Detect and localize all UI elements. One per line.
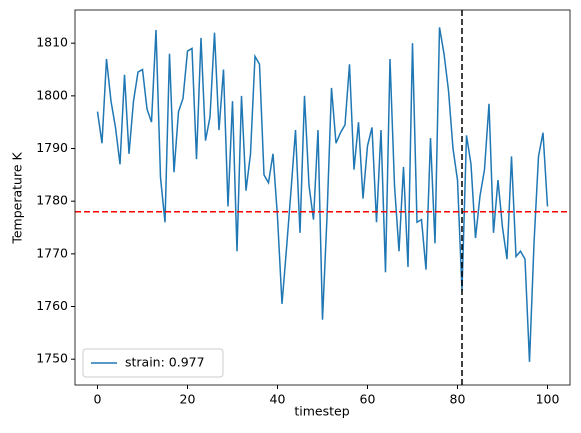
- y-tick-label: 1780: [36, 193, 68, 208]
- x-tick-label: 100: [536, 392, 560, 407]
- x-tick-label: 20: [180, 392, 196, 407]
- y-axis-label: Temperature K: [10, 152, 25, 245]
- y-tick-label: 1750: [36, 351, 68, 366]
- x-tick-label: 40: [270, 392, 286, 407]
- legend-label: strain: 0.977: [125, 355, 205, 370]
- x-tick-label: 0: [94, 392, 102, 407]
- y-tick-label: 1770: [36, 245, 68, 260]
- series-line: [96, 27, 549, 362]
- legend-box: [82, 348, 224, 378]
- x-axis-label: timestep: [294, 404, 349, 419]
- y-tick-label: 1760: [36, 298, 68, 313]
- x-tick-label: 80: [450, 392, 466, 407]
- y-tick-label: 1790: [36, 140, 68, 155]
- plot-frame: [74, 9, 571, 386]
- x-tick-label: 60: [360, 392, 376, 407]
- y-tick-label: 1810: [36, 35, 68, 50]
- y-tick-label: 1800: [36, 87, 68, 102]
